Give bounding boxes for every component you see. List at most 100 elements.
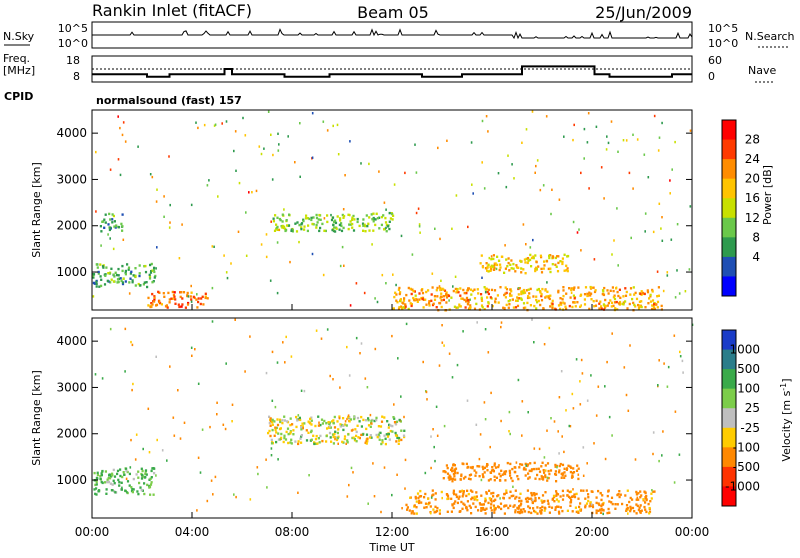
heatmap-cell xyxy=(488,497,491,500)
heatmap-cell xyxy=(353,437,356,441)
heatmap-cell xyxy=(561,474,564,477)
heatmap-cell xyxy=(314,437,318,441)
heatmap-cell xyxy=(337,428,340,431)
heatmap-cell xyxy=(522,223,525,226)
heatmap-cell xyxy=(347,227,350,231)
heatmap-cell xyxy=(282,440,285,444)
heatmap-cell xyxy=(309,422,312,425)
heatmap-cell xyxy=(270,442,274,445)
colorbar-segment xyxy=(722,427,736,448)
heatmap-cell xyxy=(285,430,288,434)
heatmap-cell xyxy=(461,507,464,510)
heatmap-cell xyxy=(489,269,492,272)
heatmap-cell xyxy=(116,281,119,284)
heatmap-cell xyxy=(141,474,144,477)
heatmap-cell xyxy=(577,286,580,289)
heatmap-cell xyxy=(300,226,303,229)
heatmap-cell xyxy=(271,350,274,354)
heatmap-cell xyxy=(467,287,470,290)
heatmap-cell xyxy=(151,292,154,296)
heatmap-cell xyxy=(395,293,398,296)
heatmap-cell xyxy=(328,425,331,428)
heatmap-cell xyxy=(281,226,284,229)
heatmap-cell xyxy=(95,282,98,286)
heatmap-cell xyxy=(603,304,606,307)
heatmap-cell xyxy=(505,258,508,261)
heatmap-cell xyxy=(585,502,589,505)
heatmap-cell xyxy=(658,202,661,205)
heatmap-cell xyxy=(139,486,142,489)
heatmap-cell xyxy=(478,457,481,461)
heatmap-cell xyxy=(367,502,369,505)
heatmap-cell xyxy=(484,512,487,515)
heatmap-cell xyxy=(391,334,393,338)
heatmap-cell xyxy=(554,263,557,266)
heatmap-cell xyxy=(522,306,525,310)
heatmap-cell xyxy=(95,210,97,213)
heatmap-cell xyxy=(101,220,104,223)
heatmap-cell xyxy=(148,485,152,489)
heatmap-cell xyxy=(260,152,263,156)
heatmap-cell xyxy=(460,500,463,504)
heatmap-cell xyxy=(583,303,587,306)
heatmap-cell xyxy=(462,502,465,505)
heatmap-cell xyxy=(506,461,509,465)
heatmap-cell xyxy=(100,472,103,475)
heatmap-cell xyxy=(155,200,158,203)
heatmap-cell xyxy=(524,306,527,309)
heatmap-cell xyxy=(504,267,507,270)
heatmap-cell xyxy=(579,380,581,383)
heatmap-cell xyxy=(138,274,141,278)
heatmap-cell xyxy=(647,176,650,179)
heatmap-cell xyxy=(292,433,295,436)
heatmap-cell xyxy=(384,221,388,224)
heatmap-cell xyxy=(447,476,450,479)
heatmap-cell xyxy=(473,495,476,499)
heatmap-cell xyxy=(635,490,638,494)
heatmap-cell xyxy=(542,184,545,187)
heatmap-cell xyxy=(501,473,504,476)
heatmap-cell xyxy=(300,227,303,231)
heatmap-cell xyxy=(633,303,636,307)
heatmap-cell xyxy=(366,440,369,443)
heatmap-cell xyxy=(339,217,342,220)
heatmap-cell xyxy=(424,471,427,475)
heatmap-cell xyxy=(380,215,383,219)
heatmap-cell xyxy=(466,303,469,306)
heatmap-cell xyxy=(616,493,619,497)
heatmap-cell xyxy=(528,476,531,479)
heatmap-cell xyxy=(546,476,549,479)
heatmap-cell xyxy=(414,143,416,146)
heatmap-cell xyxy=(480,296,483,299)
heatmap-cell xyxy=(238,181,241,185)
heatmap-cell xyxy=(520,508,523,511)
heatmap-cell xyxy=(458,495,461,498)
heatmap-cell xyxy=(245,211,247,214)
heatmap-cell xyxy=(103,283,107,286)
heatmap-cell xyxy=(461,495,464,498)
heatmap-cell xyxy=(127,268,130,271)
heatmap-cell xyxy=(137,476,140,479)
heatmap-cell xyxy=(332,229,335,233)
heatmap-cell xyxy=(577,473,580,476)
heatmap-cell xyxy=(153,472,156,475)
heatmap-cell xyxy=(271,423,274,426)
heatmap-cell xyxy=(214,123,217,126)
heatmap-cell xyxy=(483,401,486,404)
heatmap-cell xyxy=(648,512,651,515)
heatmap-cell xyxy=(580,489,583,492)
heatmap-cell xyxy=(107,272,110,275)
heatmap-cell xyxy=(543,343,546,346)
heatmap-cell xyxy=(544,289,547,292)
heatmap-cell xyxy=(427,289,430,292)
nsearch-tick-top: 10^5 xyxy=(708,22,738,35)
heatmap-cell xyxy=(339,219,342,222)
heatmap-cell xyxy=(139,284,142,287)
heatmap-cell xyxy=(445,291,448,294)
heatmap-cell xyxy=(398,286,401,290)
heatmap-cell xyxy=(340,224,343,228)
heatmap-cell xyxy=(580,304,582,307)
heatmap-cell xyxy=(128,292,131,295)
heatmap-cell xyxy=(594,289,597,292)
heatmap-cell xyxy=(492,491,495,495)
